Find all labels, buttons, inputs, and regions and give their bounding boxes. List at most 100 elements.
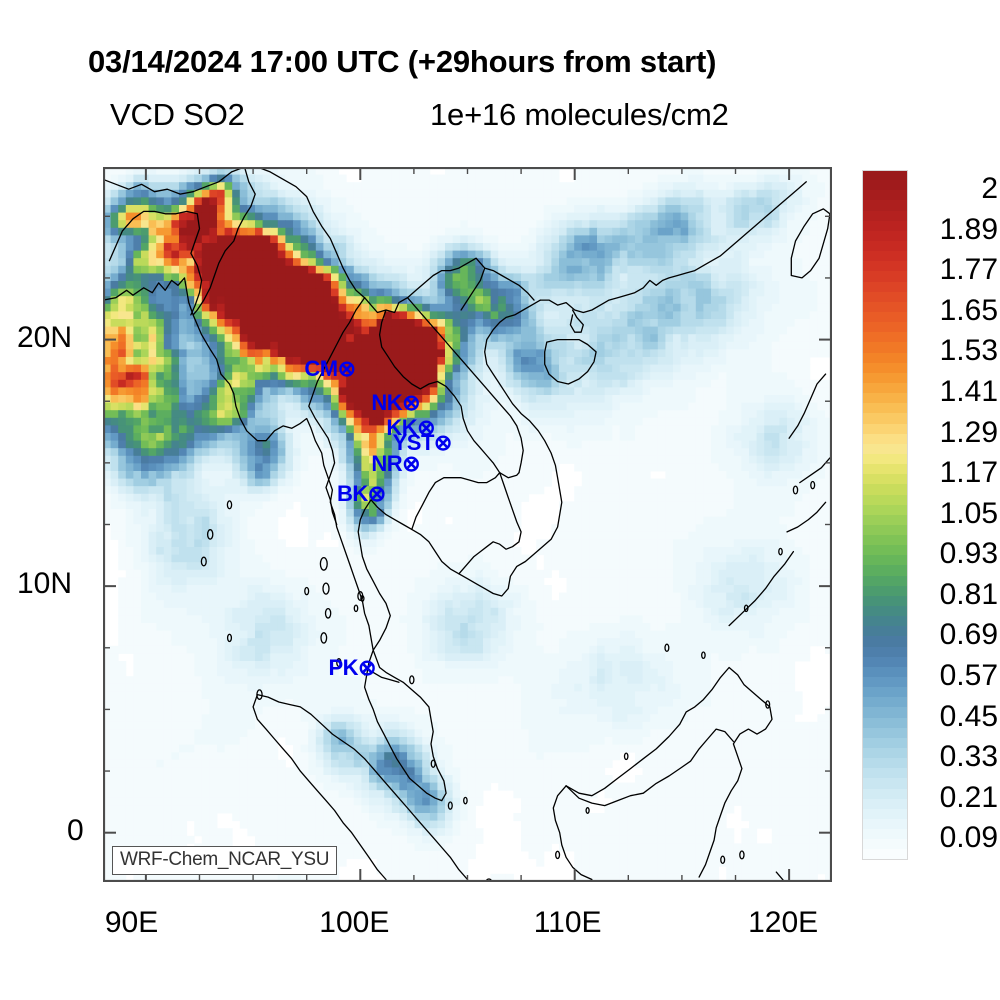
grid-cell — [323, 212, 332, 221]
grid-cell — [300, 402, 309, 411]
grid-cell — [171, 493, 180, 502]
grid-cell — [490, 273, 499, 282]
grid-cell — [695, 265, 704, 274]
grid-cell — [574, 341, 583, 350]
grid-cell — [787, 402, 796, 411]
grid-cell — [141, 349, 150, 358]
grid-cell — [612, 417, 621, 426]
grid-cell — [331, 524, 340, 533]
grid-cell — [346, 539, 355, 548]
grid-cell — [513, 220, 522, 229]
grid-cell — [315, 471, 324, 480]
grid-cell — [825, 440, 832, 449]
grid-cell — [315, 486, 324, 495]
grid-cell — [353, 433, 362, 442]
grid-cell — [452, 235, 461, 244]
grid-cell — [346, 379, 355, 388]
grid-cell — [528, 258, 537, 267]
grid-cell — [665, 334, 674, 343]
grid-cell — [460, 205, 469, 214]
grid-cell — [407, 319, 416, 328]
grid-cell — [787, 182, 796, 191]
grid-cell — [718, 220, 727, 229]
grid-cell — [452, 440, 461, 449]
grid-cell — [353, 372, 362, 381]
grid-cell — [103, 448, 112, 457]
grid-cell — [460, 379, 469, 388]
grid-cell — [277, 265, 286, 274]
grid-cell — [445, 387, 454, 396]
grid-cell — [475, 334, 484, 343]
grid-cell — [635, 395, 644, 404]
grid-cell — [209, 448, 218, 457]
grid-cell — [186, 349, 195, 358]
grid-cell — [574, 395, 583, 404]
grid-cell — [635, 379, 644, 388]
grid-cell — [308, 486, 317, 495]
grid-cell — [194, 319, 203, 328]
grid-cell — [771, 205, 780, 214]
grid-cell — [543, 562, 552, 571]
grid-cell — [133, 493, 142, 502]
grid-cell — [688, 395, 697, 404]
grid-cell — [156, 562, 165, 571]
grid-cell — [125, 471, 134, 480]
grid-cell — [551, 311, 560, 320]
grid-cell — [308, 227, 317, 236]
grid-cell — [809, 341, 818, 350]
grid-cell — [726, 334, 735, 343]
grid-cell — [270, 288, 279, 297]
grid-cell — [521, 448, 530, 457]
grid-cell — [825, 197, 832, 206]
grid-cell — [125, 220, 134, 229]
grid-cell — [483, 364, 492, 373]
grid-cell — [779, 448, 788, 457]
grid-cell — [802, 303, 811, 312]
grid-cell — [604, 235, 613, 244]
grid-cell — [437, 531, 446, 540]
grid-cell — [384, 387, 393, 396]
grid-cell — [741, 250, 750, 259]
grid-cell — [787, 311, 796, 320]
grid-cell — [194, 235, 203, 244]
grid-cell — [171, 471, 180, 480]
grid-cell — [224, 531, 233, 540]
grid-cell — [407, 448, 416, 457]
grid-cell — [209, 205, 218, 214]
grid-cell — [171, 174, 180, 183]
grid-cell — [323, 258, 332, 267]
grid-cell — [399, 509, 408, 518]
grid-cell — [384, 227, 393, 236]
grid-cell — [346, 357, 355, 366]
grid-cell — [445, 174, 454, 183]
grid-cell — [224, 357, 233, 366]
grid-cell — [293, 349, 302, 358]
grid-cell — [353, 349, 362, 358]
grid-cell — [125, 554, 134, 563]
grid-cell — [695, 205, 704, 214]
grid-cell — [429, 205, 438, 214]
grid-cell — [711, 425, 720, 434]
grid-cell — [217, 197, 226, 206]
grid-cell — [543, 425, 552, 434]
grid-cell — [650, 326, 659, 335]
grid-cell — [429, 395, 438, 404]
grid-cell — [293, 455, 302, 464]
grid-cell — [353, 509, 362, 518]
grid-cell — [194, 463, 203, 472]
grid-cell — [543, 303, 552, 312]
grid-cell — [232, 554, 241, 563]
grid-cell — [186, 265, 195, 274]
grid-cell — [384, 562, 393, 571]
grid-cell — [452, 205, 461, 214]
map-plot-area — [103, 167, 832, 882]
grid-cell — [635, 455, 644, 464]
grid-cell — [475, 372, 484, 381]
grid-cell — [619, 493, 628, 502]
grid-cell — [308, 349, 317, 358]
grid-cell — [141, 235, 150, 244]
grid-cell — [794, 205, 803, 214]
grid-cell — [103, 265, 112, 274]
grid-cell — [422, 288, 431, 297]
grid-cell — [604, 182, 613, 191]
